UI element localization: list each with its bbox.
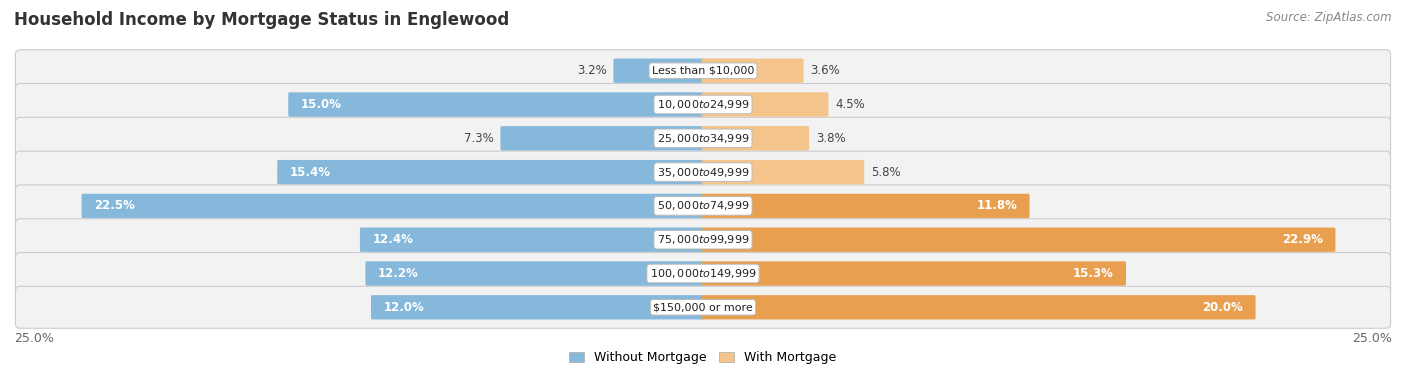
Text: 20.0%: 20.0%	[1202, 301, 1243, 314]
FancyBboxPatch shape	[277, 160, 704, 184]
FancyBboxPatch shape	[15, 84, 1391, 125]
FancyBboxPatch shape	[15, 185, 1391, 227]
Text: 25.0%: 25.0%	[1353, 332, 1392, 345]
Legend: Without Mortgage, With Mortgage: Without Mortgage, With Mortgage	[564, 347, 842, 369]
Text: 12.2%: 12.2%	[378, 267, 419, 280]
FancyBboxPatch shape	[702, 92, 828, 117]
Text: 3.2%: 3.2%	[576, 64, 606, 77]
FancyBboxPatch shape	[366, 261, 704, 286]
Text: Household Income by Mortgage Status in Englewood: Household Income by Mortgage Status in E…	[14, 11, 509, 29]
FancyBboxPatch shape	[15, 117, 1391, 159]
FancyBboxPatch shape	[702, 194, 1029, 218]
FancyBboxPatch shape	[702, 261, 1126, 286]
FancyBboxPatch shape	[702, 126, 808, 150]
FancyBboxPatch shape	[702, 59, 804, 83]
Text: $25,000 to $34,999: $25,000 to $34,999	[657, 132, 749, 145]
FancyBboxPatch shape	[288, 92, 704, 117]
Text: 3.6%: 3.6%	[810, 64, 841, 77]
FancyBboxPatch shape	[15, 219, 1391, 261]
Text: $35,000 to $49,999: $35,000 to $49,999	[657, 166, 749, 178]
Text: 7.3%: 7.3%	[464, 132, 494, 145]
FancyBboxPatch shape	[371, 295, 704, 319]
Text: 11.8%: 11.8%	[976, 200, 1017, 212]
Text: 12.4%: 12.4%	[373, 233, 413, 246]
Text: Source: ZipAtlas.com: Source: ZipAtlas.com	[1267, 11, 1392, 24]
Text: 15.3%: 15.3%	[1073, 267, 1114, 280]
Text: 3.8%: 3.8%	[815, 132, 845, 145]
FancyBboxPatch shape	[702, 228, 1336, 252]
Text: 4.5%: 4.5%	[835, 98, 865, 111]
FancyBboxPatch shape	[15, 50, 1391, 91]
FancyBboxPatch shape	[702, 160, 865, 184]
FancyBboxPatch shape	[15, 287, 1391, 328]
FancyBboxPatch shape	[15, 151, 1391, 193]
Text: 12.0%: 12.0%	[384, 301, 425, 314]
Text: $75,000 to $99,999: $75,000 to $99,999	[657, 233, 749, 246]
Text: 15.4%: 15.4%	[290, 166, 330, 178]
Text: $100,000 to $149,999: $100,000 to $149,999	[650, 267, 756, 280]
Text: 5.8%: 5.8%	[872, 166, 901, 178]
FancyBboxPatch shape	[702, 295, 1256, 319]
Text: $10,000 to $24,999: $10,000 to $24,999	[657, 98, 749, 111]
FancyBboxPatch shape	[501, 126, 704, 150]
FancyBboxPatch shape	[82, 194, 704, 218]
FancyBboxPatch shape	[15, 253, 1391, 294]
Text: $50,000 to $74,999: $50,000 to $74,999	[657, 200, 749, 212]
Text: 22.5%: 22.5%	[94, 200, 135, 212]
FancyBboxPatch shape	[613, 59, 704, 83]
Text: $150,000 or more: $150,000 or more	[654, 302, 752, 312]
Text: 22.9%: 22.9%	[1282, 233, 1323, 246]
Text: 15.0%: 15.0%	[301, 98, 342, 111]
FancyBboxPatch shape	[360, 228, 704, 252]
Text: Less than $10,000: Less than $10,000	[652, 66, 754, 76]
Text: 25.0%: 25.0%	[14, 332, 53, 345]
